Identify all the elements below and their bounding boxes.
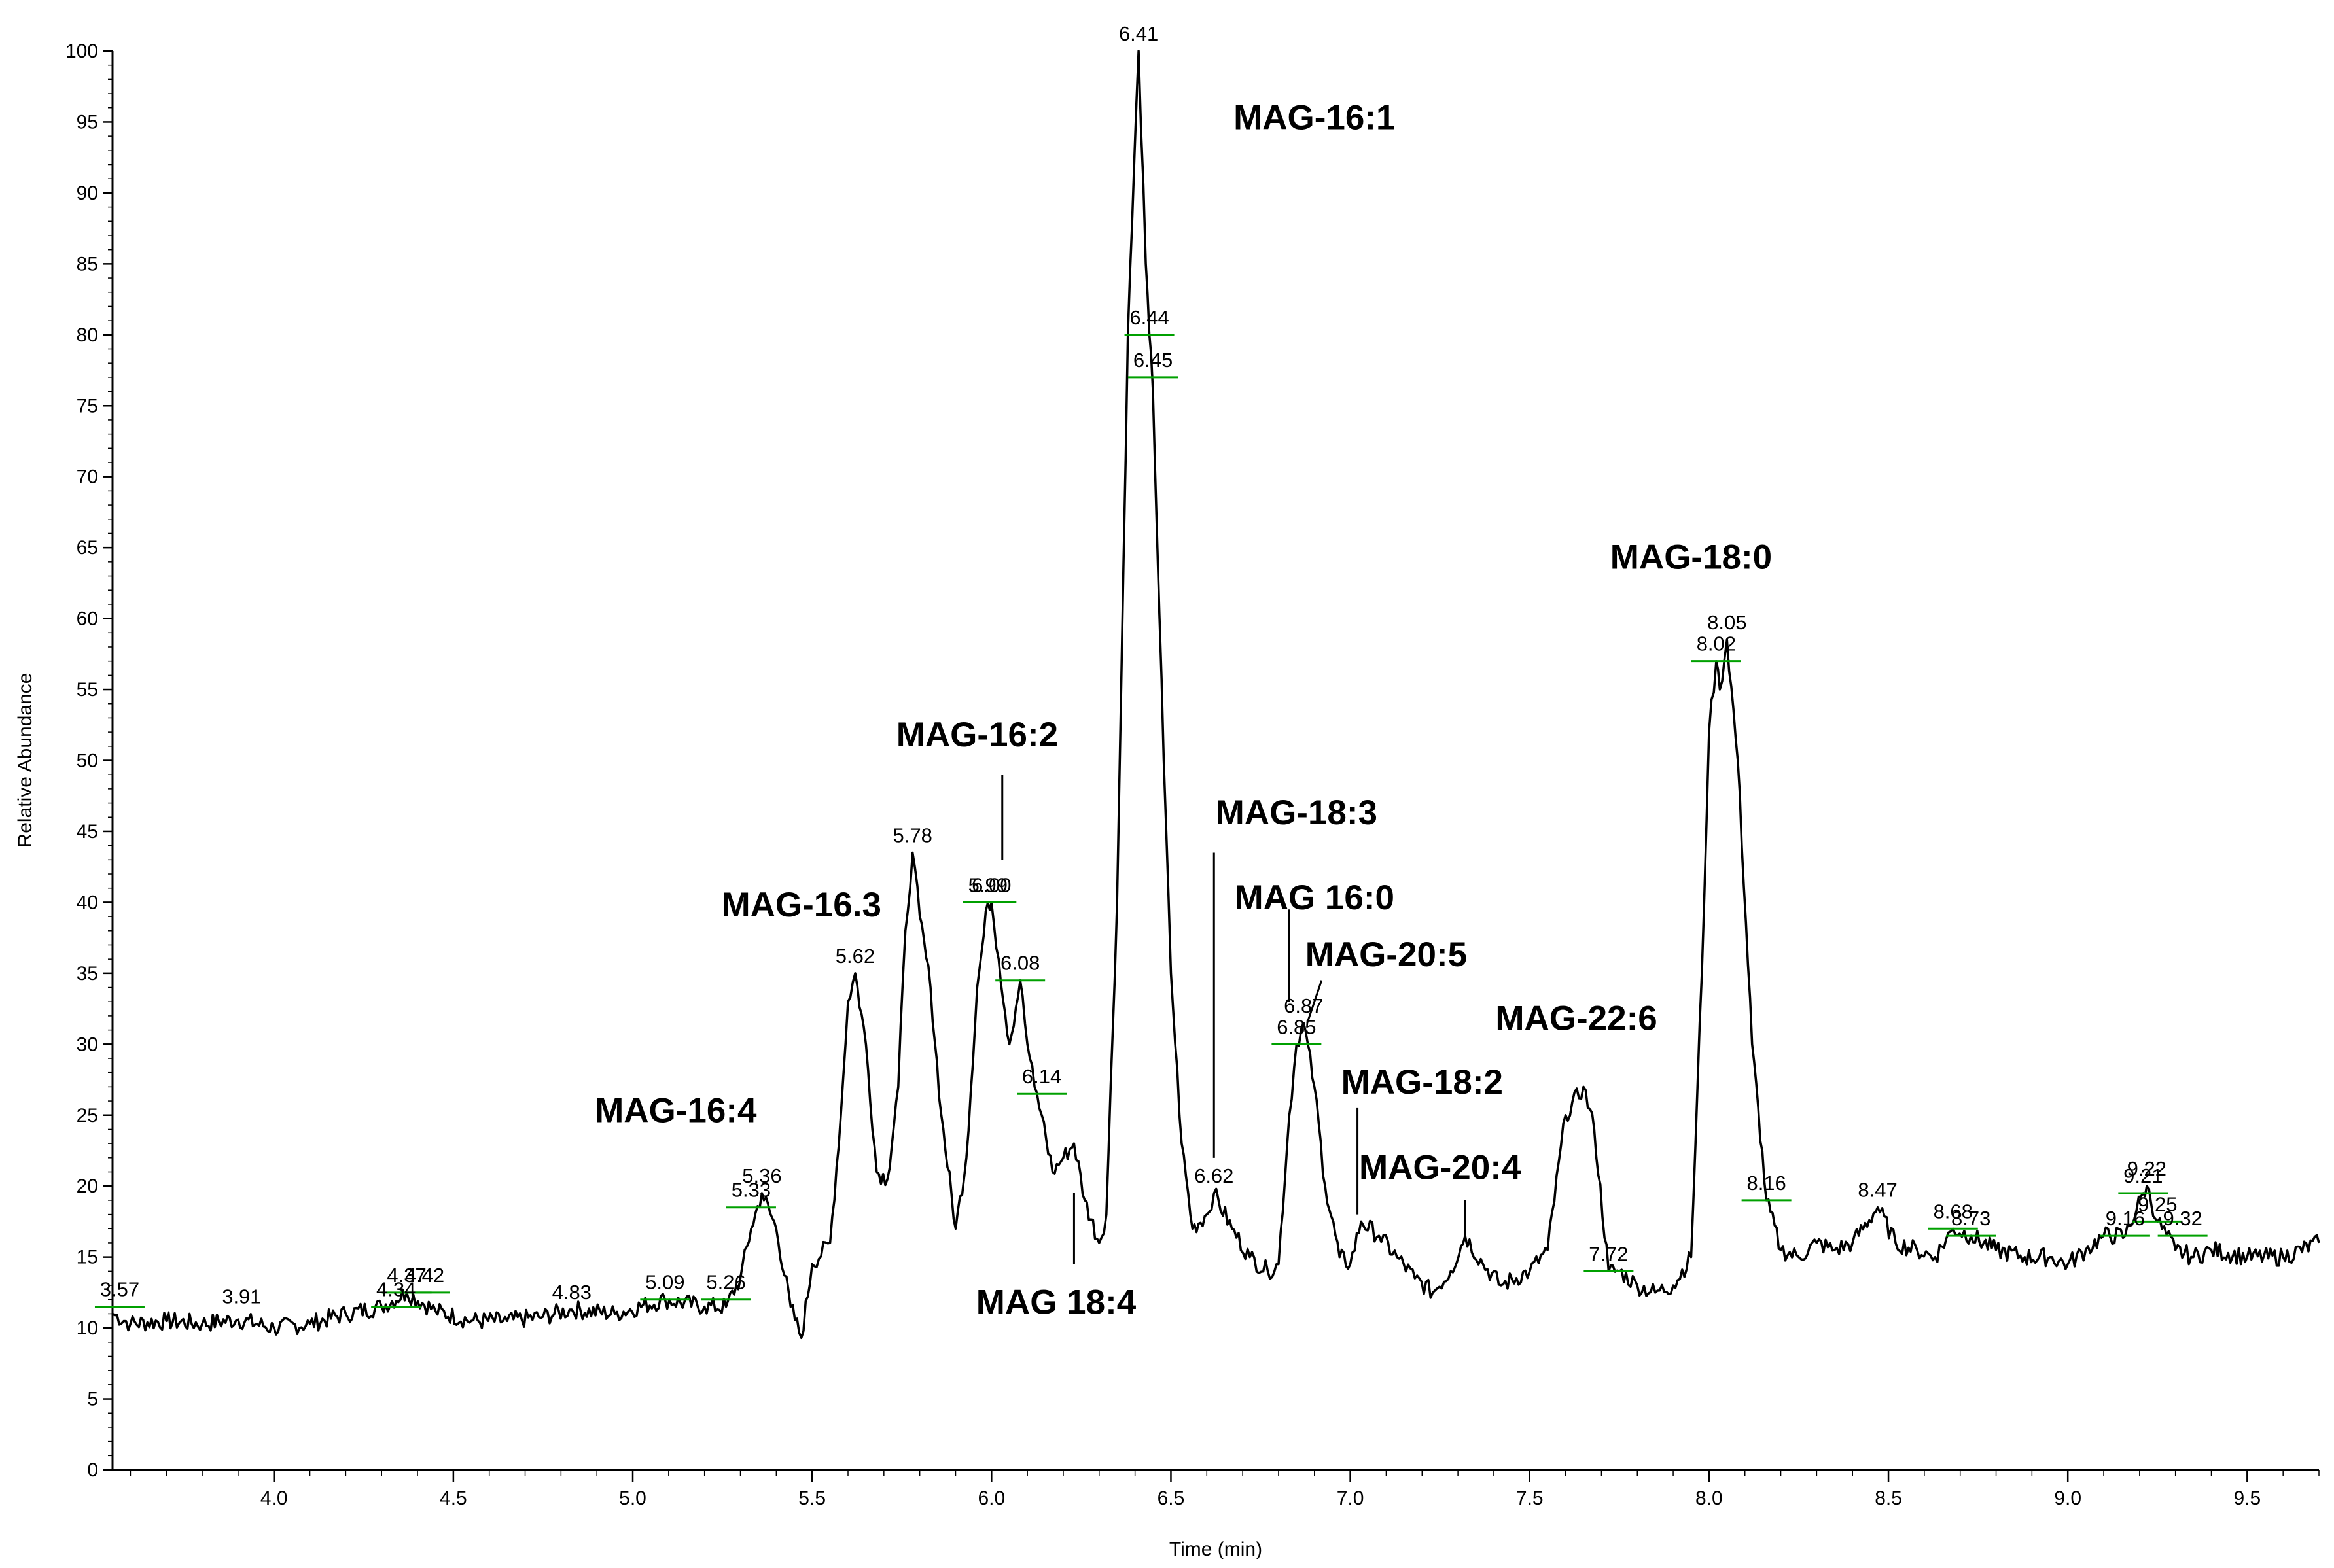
x-tick-label: 4.0 xyxy=(260,1488,288,1509)
compound-label: MAG-18:0 xyxy=(1610,538,1772,577)
peak-time-label: 8.16 xyxy=(1746,1172,1786,1194)
x-tick-label: 8.5 xyxy=(1875,1488,1902,1509)
y-tick-label: 5 xyxy=(87,1389,98,1410)
peak-time-label: 8.05 xyxy=(1707,611,1746,634)
chromatogram-trace xyxy=(112,50,2320,1340)
y-tick-label: 80 xyxy=(77,324,98,346)
leader-line xyxy=(1306,980,1323,1024)
peak-time-label: 5.62 xyxy=(836,945,875,967)
x-tick-label: 9.5 xyxy=(2233,1488,2261,1509)
peak-time-label: 6.44 xyxy=(1129,306,1169,329)
compound-label: MAG 16:0 xyxy=(1235,879,1394,917)
y-tick-label: 95 xyxy=(77,111,98,133)
peak-time-label: 5.78 xyxy=(893,824,932,846)
peak-time-label: 9.21 xyxy=(2123,1164,2163,1187)
y-axis-title: Relative Abundance xyxy=(14,673,36,848)
x-tick-label: 9.0 xyxy=(2054,1488,2081,1509)
x-tick-label: 5.0 xyxy=(619,1488,646,1509)
peak-time-label: 8.68 xyxy=(1934,1200,1973,1223)
peak-time-label: 4.37 xyxy=(387,1264,426,1287)
compound-labels: MAG-16:1 MAG-18:0 MAG-16:2 MAG-18:3 MAG 16:0… xyxy=(595,98,1772,1321)
compound-label: MAG-18:3 xyxy=(1216,793,1377,832)
y-tick-label: 50 xyxy=(77,750,98,772)
x-tick-label: 7.5 xyxy=(1516,1488,1544,1509)
peak-time-label: 9.32 xyxy=(2163,1207,2202,1230)
peak-time-label: 3.91 xyxy=(222,1285,261,1308)
peak-time-labels: 3.57 3.91 4.344.374.42 4.83 5.09 5.26 5.335.36… xyxy=(100,22,2202,1308)
x-tick-label: 5.5 xyxy=(798,1488,826,1509)
compound-label: MAG 18:4 xyxy=(976,1283,1137,1321)
x-tick-label: 6.5 xyxy=(1158,1488,1185,1509)
y-tick-label: 20 xyxy=(77,1176,98,1197)
peak-time-label: 7.72 xyxy=(1589,1242,1628,1265)
compound-label: MAG-22:6 xyxy=(1495,1000,1657,1038)
y-tick-label: 55 xyxy=(77,679,98,701)
annotation-leader-lines xyxy=(1001,775,1466,1264)
compound-label: MAG-16:2 xyxy=(896,716,1058,754)
peak-time-label: 4.42 xyxy=(405,1264,444,1287)
y-tick-label: 30 xyxy=(77,1034,98,1055)
peak-time-label: 6.14 xyxy=(1022,1065,1061,1088)
compound-label: MAG-18:2 xyxy=(1341,1063,1503,1102)
peak-time-label: 5.99 xyxy=(968,873,1008,896)
peak-time-label: 6.87 xyxy=(1284,994,1323,1017)
y-tick-label: 100 xyxy=(65,41,98,62)
y-tick-label: 90 xyxy=(77,183,98,204)
peak-time-label: 5.26 xyxy=(706,1271,745,1294)
y-tick-label: 15 xyxy=(77,1247,98,1268)
peak-time-label: 4.34 xyxy=(376,1278,416,1301)
y-tick-label: 0 xyxy=(87,1459,98,1481)
compound-label: MAG-16:4 xyxy=(595,1092,757,1130)
peak-time-label: 6.62 xyxy=(1194,1164,1233,1187)
x-tick-label: 7.0 xyxy=(1337,1488,1364,1509)
x-tick-label: 4.5 xyxy=(440,1488,467,1509)
compound-label: MAG-16:1 xyxy=(1233,98,1395,137)
compound-label: MAG-20:4 xyxy=(1359,1148,1521,1187)
peak-time-label: 6.45 xyxy=(1133,349,1173,372)
peak-time-label: 8.47 xyxy=(1858,1179,1897,1202)
y-tick-label: 65 xyxy=(77,537,98,559)
compound-label: MAG-20:5 xyxy=(1305,935,1467,974)
y-tick-label: 35 xyxy=(77,963,98,984)
peak-time-label: 9.22 xyxy=(2127,1157,2166,1180)
y-tick-label: 85 xyxy=(77,253,98,275)
peak-markers xyxy=(94,334,2208,1308)
y-tick-label: 75 xyxy=(77,395,98,417)
peak-time-label: 9.16 xyxy=(2106,1207,2145,1230)
y-tick-label: 10 xyxy=(77,1317,98,1339)
peak-time-label: 9.25 xyxy=(2138,1193,2177,1215)
peak-time-label: 6.00 xyxy=(972,873,1011,896)
peak-time-label: 6.41 xyxy=(1119,22,1158,45)
y-tick-label: 45 xyxy=(77,821,98,843)
peak-time-label: 6.08 xyxy=(1000,952,1040,975)
y-tick-label: 40 xyxy=(77,892,98,913)
peak-time-label: 8.02 xyxy=(1697,633,1736,655)
y-tick-label: 60 xyxy=(77,608,98,630)
x-axis-ticks: 4.0 4.5 5.0 5.5 6.0 6.5 7.0 7.5 8.0 8.5 9.0 9.5 xyxy=(130,1470,2320,1509)
peak-time-label: 5.36 xyxy=(742,1164,781,1187)
x-tick-label: 6.0 xyxy=(978,1488,1005,1509)
peak-time-label: 6.85 xyxy=(1277,1015,1316,1038)
peak-time-label: 5.33 xyxy=(732,1179,771,1202)
y-axis-ticks: 0 5 10 15 20 25 30 35 40 45 50 55 60 65 70 75 80 85 90 95 10… xyxy=(65,41,113,1481)
peak-time-label: 3.57 xyxy=(100,1278,139,1301)
x-tick-label: 8.0 xyxy=(1695,1488,1723,1509)
y-tick-label: 25 xyxy=(77,1105,98,1126)
peak-time-label: 5.09 xyxy=(645,1271,684,1294)
peak-time-label: 4.83 xyxy=(552,1281,592,1304)
compound-label: MAG-16.3 xyxy=(721,886,881,924)
y-tick-label: 70 xyxy=(77,466,98,488)
peak-time-label: 8.73 xyxy=(1951,1207,1990,1230)
x-axis-title: Time (min) xyxy=(1169,1539,1262,1560)
